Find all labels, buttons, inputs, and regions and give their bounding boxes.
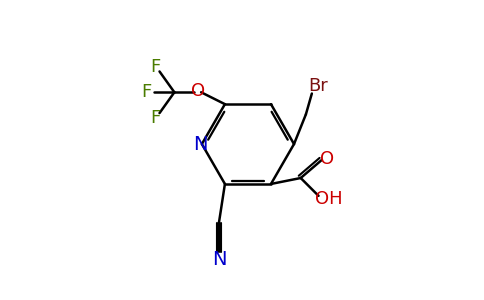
Text: F: F	[150, 109, 160, 127]
Text: O: O	[320, 150, 334, 168]
Text: O: O	[191, 82, 205, 100]
Text: F: F	[150, 58, 160, 76]
Text: F: F	[141, 83, 151, 101]
Text: N: N	[193, 135, 208, 154]
Text: Br: Br	[308, 77, 328, 95]
Text: N: N	[212, 250, 226, 269]
Text: OH: OH	[315, 190, 343, 208]
